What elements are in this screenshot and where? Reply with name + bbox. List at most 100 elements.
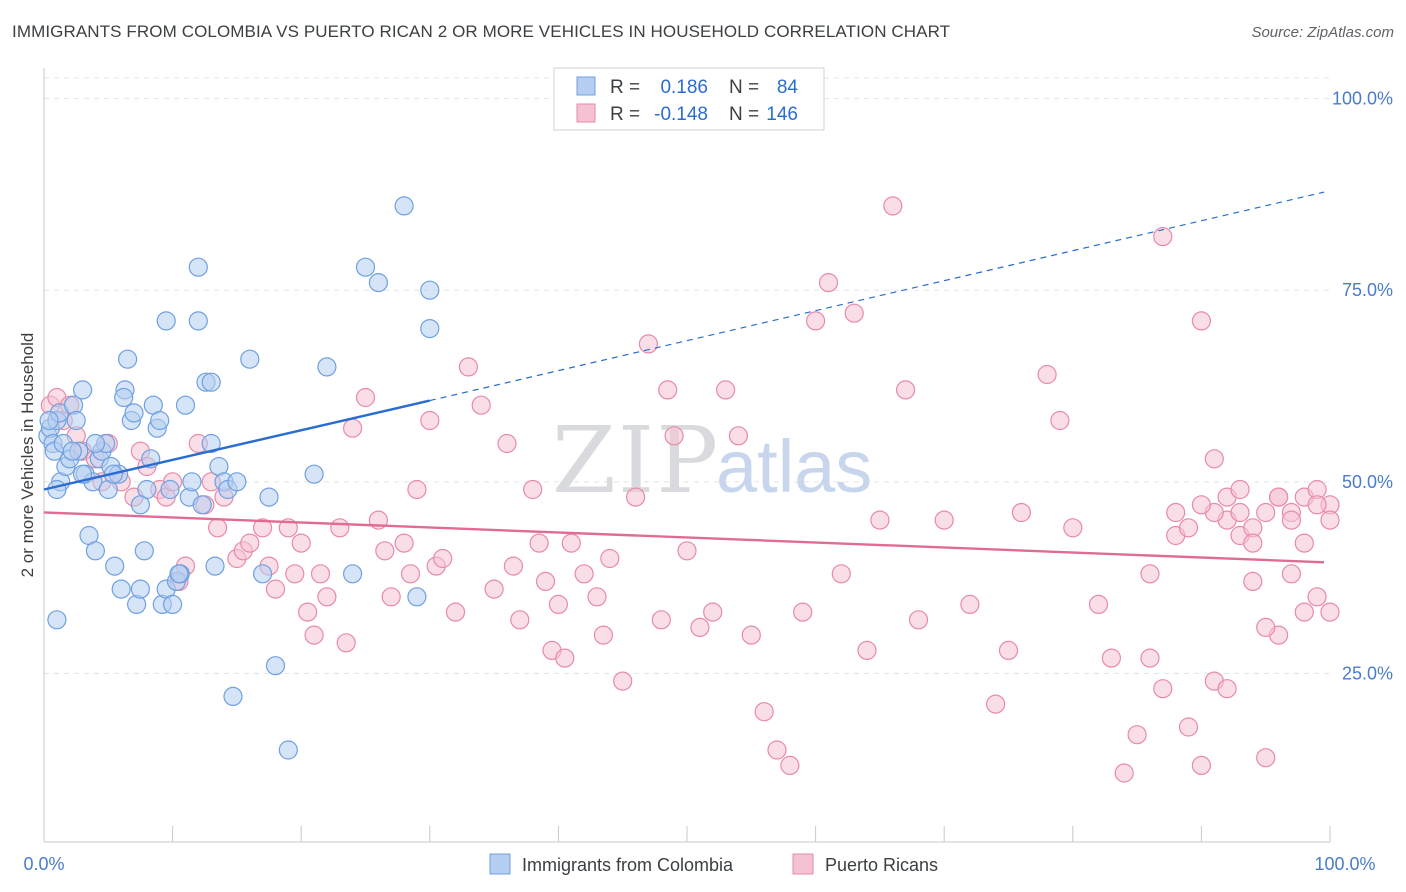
source-label: Source: ZipAtlas.com bbox=[1251, 24, 1394, 41]
data-point bbox=[625, 487, 646, 507]
data-point bbox=[895, 380, 916, 400]
legend-swatch-colombia bbox=[576, 76, 596, 96]
data-point bbox=[767, 740, 787, 760]
data-point bbox=[253, 564, 273, 584]
data-point bbox=[471, 395, 491, 415]
data-point bbox=[336, 633, 356, 653]
y-axis-tick-labels: 100.0% 75.0% 50.0% 25.0% bbox=[1332, 89, 1393, 684]
data-point bbox=[998, 640, 1019, 661]
data-point bbox=[503, 556, 524, 576]
data-point bbox=[111, 579, 131, 599]
data-point bbox=[240, 533, 260, 553]
data-point bbox=[664, 426, 684, 446]
gridlines bbox=[44, 77, 1330, 674]
stats-legend-box bbox=[553, 67, 825, 131]
legend-r-value-colombia: 0.186 bbox=[660, 77, 708, 98]
data-point bbox=[134, 541, 154, 561]
data-point bbox=[150, 410, 170, 431]
data-point bbox=[844, 303, 864, 323]
data-point bbox=[343, 564, 363, 584]
data-point bbox=[458, 357, 478, 377]
legend-r-label-puerto-rican: R = bbox=[610, 104, 640, 125]
data-point bbox=[600, 548, 620, 569]
data-point bbox=[805, 311, 826, 331]
data-point bbox=[169, 564, 189, 584]
data-point bbox=[355, 257, 376, 277]
data-point bbox=[497, 433, 517, 454]
data-point bbox=[205, 556, 225, 576]
data-point bbox=[510, 610, 530, 630]
data-point bbox=[343, 418, 363, 438]
data-point bbox=[1281, 510, 1302, 530]
data-point bbox=[105, 556, 125, 576]
data-point bbox=[1166, 502, 1186, 523]
data-point bbox=[85, 433, 106, 454]
series-legend: Immigrants from Colombia Puerto Ricans bbox=[489, 853, 938, 875]
data-point bbox=[715, 380, 736, 400]
data-point bbox=[85, 541, 106, 561]
trend-line-colombia bbox=[43, 399, 431, 491]
data-point bbox=[638, 334, 659, 354]
data-point bbox=[651, 610, 671, 630]
data-point bbox=[445, 602, 466, 622]
data-point bbox=[484, 579, 504, 599]
data-point bbox=[188, 257, 208, 277]
chart-title: IMMIGRANTS FROM COLOMBIA VS PUERTO RICAN… bbox=[12, 22, 951, 41]
data-point bbox=[1320, 510, 1340, 530]
data-point bbox=[1217, 679, 1237, 699]
data-point bbox=[1230, 502, 1250, 523]
data-point bbox=[47, 610, 67, 630]
legend-n-value-puerto-rican: 146 bbox=[766, 104, 798, 125]
data-point bbox=[124, 403, 144, 423]
data-point bbox=[741, 625, 761, 645]
data-point bbox=[114, 387, 134, 408]
data-point bbox=[420, 410, 440, 431]
trend-line-puerto-rican bbox=[43, 511, 1325, 564]
data-point bbox=[908, 610, 929, 630]
data-point bbox=[304, 464, 324, 484]
data-point bbox=[593, 625, 614, 645]
data-point bbox=[555, 648, 575, 668]
data-point bbox=[985, 694, 1006, 714]
legend-n-label-puerto-rican: N = bbox=[729, 104, 759, 125]
data-point bbox=[1243, 533, 1263, 553]
data-point bbox=[1088, 594, 1109, 615]
data-point bbox=[754, 702, 774, 722]
data-point bbox=[375, 541, 395, 561]
data-point bbox=[368, 273, 388, 293]
data-point bbox=[960, 594, 980, 615]
series-legend-swatch-puerto-rican bbox=[792, 853, 814, 875]
data-point bbox=[1243, 571, 1263, 592]
data-point bbox=[818, 273, 839, 293]
x-tick-label-max: 100.0% bbox=[1314, 854, 1375, 874]
data-point bbox=[677, 541, 697, 561]
data-point bbox=[285, 564, 305, 584]
data-point bbox=[1153, 679, 1173, 699]
data-point bbox=[355, 387, 376, 408]
data-point bbox=[1140, 564, 1160, 584]
data-point bbox=[407, 587, 427, 607]
data-point bbox=[1256, 617, 1276, 638]
data-point bbox=[39, 410, 59, 431]
data-point bbox=[857, 640, 877, 661]
data-point bbox=[130, 579, 150, 599]
y-tick-label: 25.0% bbox=[1342, 663, 1393, 683]
legend-r-label-colombia: R = bbox=[610, 77, 640, 98]
data-point bbox=[703, 602, 723, 622]
series-legend-swatch-colombia bbox=[489, 853, 511, 875]
legend-n-label-colombia: N = bbox=[729, 77, 759, 98]
data-point bbox=[1256, 748, 1276, 768]
data-point bbox=[175, 395, 196, 415]
series-legend-label-colombia: Immigrants from Colombia bbox=[522, 855, 734, 875]
data-point bbox=[1307, 495, 1327, 515]
data-point bbox=[561, 533, 581, 553]
data-point bbox=[310, 564, 331, 584]
data-point bbox=[278, 740, 298, 760]
x-axis-ticks bbox=[43, 826, 1331, 842]
series-legend-label-puerto-rican: Puerto Ricans bbox=[825, 855, 938, 875]
data-point bbox=[574, 564, 594, 584]
data-point bbox=[394, 533, 414, 553]
data-point bbox=[1037, 364, 1057, 385]
data-point bbox=[72, 380, 93, 400]
